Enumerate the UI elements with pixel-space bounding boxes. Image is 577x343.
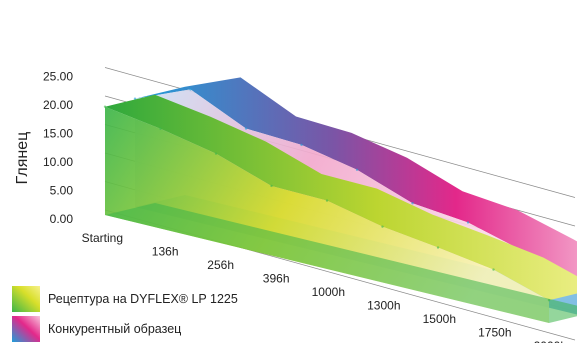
legend-swatch-dyflex [12, 286, 40, 312]
data-point [214, 152, 218, 155]
y-tick-label: 0.00 [50, 212, 74, 226]
x-tick-label: Starting [82, 231, 123, 245]
x-tick-label: 1000h [312, 285, 345, 299]
y-tick-label: 20.00 [43, 98, 73, 112]
legend-label-dyflex: Рецептура на DYFLEX® LP 1225 [48, 292, 238, 306]
data-point [411, 202, 414, 205]
x-tick-label: 256h [207, 258, 234, 272]
y-axis-label: Глянец [14, 132, 31, 185]
data-point [133, 97, 137, 100]
data-point [300, 143, 303, 147]
data-point [244, 127, 248, 130]
x-tick-label: 1300h [367, 299, 400, 313]
series-base [105, 203, 577, 323]
data-point [492, 268, 495, 271]
data-point [270, 184, 273, 188]
data-point [159, 127, 162, 130]
x-tick-label: 136h [152, 245, 179, 259]
y-tick-label: 25.00 [43, 70, 73, 84]
data-point [103, 105, 107, 108]
x-axis-ticks: Starting 136h 256h 396h 1000h 1300h 1500h 1750h… [82, 231, 567, 343]
y-axis-ticks: 0.00 5.00 10.00 15.00 20.00 25.00 [43, 70, 73, 227]
x-tick-label: 1500h [423, 312, 456, 326]
x-tick-label: 396h [263, 272, 290, 286]
legend-label-competitor: Конкурентный образец [48, 322, 181, 336]
data-point [436, 246, 440, 249]
data-point [355, 168, 359, 171]
data-point [325, 199, 329, 202]
data-point [381, 225, 384, 228]
y-tick-label: 10.00 [43, 155, 73, 169]
data-point [466, 221, 470, 224]
series-top-surface [105, 94, 577, 301]
legend-swatch-competitor [12, 316, 40, 342]
series-dyflex [103, 94, 577, 323]
x-tick-label: 2000h [534, 339, 567, 343]
data-point [189, 88, 192, 91]
x-tick-label: 1750h [478, 326, 511, 340]
series-front-face [105, 106, 549, 323]
y-tick-label: 15.00 [43, 127, 73, 141]
y-tick-label: 5.00 [50, 184, 74, 198]
legend: Рецептура на DYFLEX® LP 1225 Конкурентны… [12, 286, 238, 342]
